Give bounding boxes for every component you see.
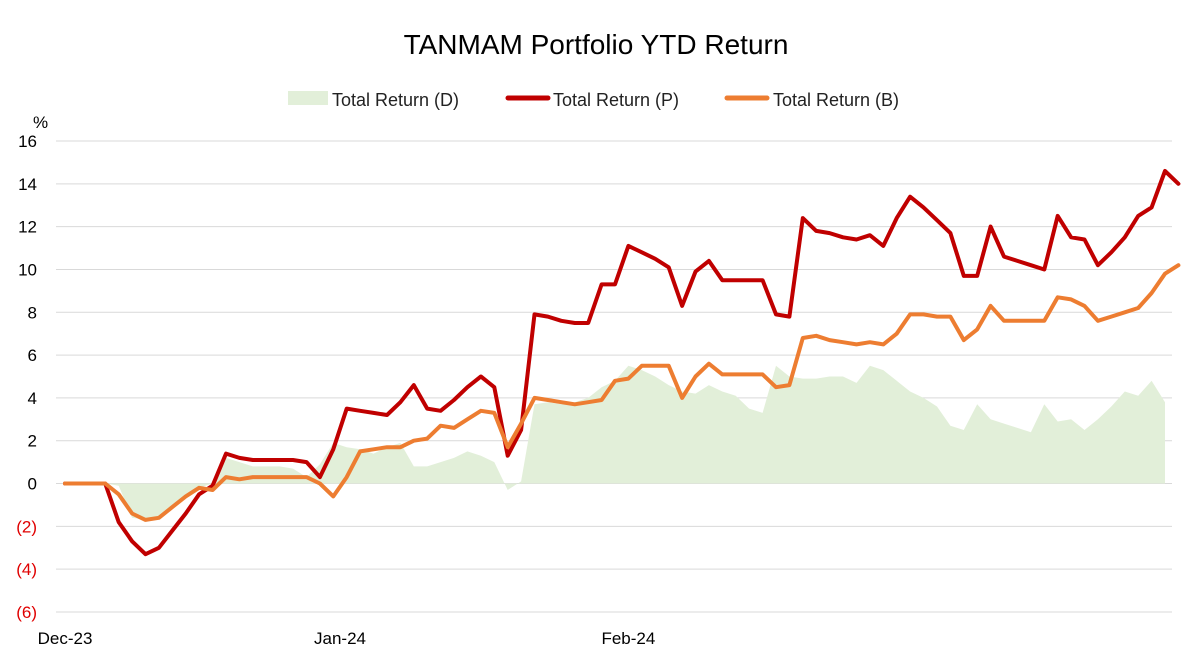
legend-label-total-return-d: Total Return (D) xyxy=(332,90,459,110)
legend-label-total-return-b: Total Return (B) xyxy=(773,90,899,110)
chart-title: TANMAM Portfolio YTD Return xyxy=(404,29,789,60)
plot-area xyxy=(63,169,1181,557)
y-tick-label: 2 xyxy=(28,432,37,451)
x-tick-label: Dec-23 xyxy=(38,629,93,648)
y-tick-label: (6) xyxy=(16,603,37,622)
x-tick-label: Jan-24 xyxy=(314,629,366,648)
y-axis-ticks: 16 14 12 10 8 6 4 2 0 (2) (4) (6) xyxy=(16,132,37,622)
y-tick-label: 6 xyxy=(28,346,37,365)
y-tick-label: 10 xyxy=(18,260,37,279)
x-tick-label: Feb-24 xyxy=(601,629,655,648)
legend-swatch-total-return-d xyxy=(288,91,328,105)
y-tick-label: 4 xyxy=(28,389,37,408)
y-axis-unit-label: % xyxy=(33,113,48,132)
y-tick-label: 14 xyxy=(18,175,37,194)
y-tick-label: 16 xyxy=(18,132,37,151)
series-line-total-return-b xyxy=(63,263,1181,522)
y-tick-label: 8 xyxy=(28,303,37,322)
y-tick-label: 0 xyxy=(28,475,37,494)
legend-label-total-return-p: Total Return (P) xyxy=(553,90,679,110)
series-line-total-return-p xyxy=(63,169,1181,557)
gridlines xyxy=(56,140,1172,613)
x-axis-ticks: Dec-23 Jan-24 Feb-24 xyxy=(38,629,656,648)
series-area-total-return-d xyxy=(65,365,1165,520)
y-tick-label: 12 xyxy=(18,218,37,237)
legend: Total Return (D) Total Return (P) Total … xyxy=(288,90,899,110)
y-tick-label: (2) xyxy=(16,517,37,536)
y-tick-label: (4) xyxy=(16,560,37,579)
